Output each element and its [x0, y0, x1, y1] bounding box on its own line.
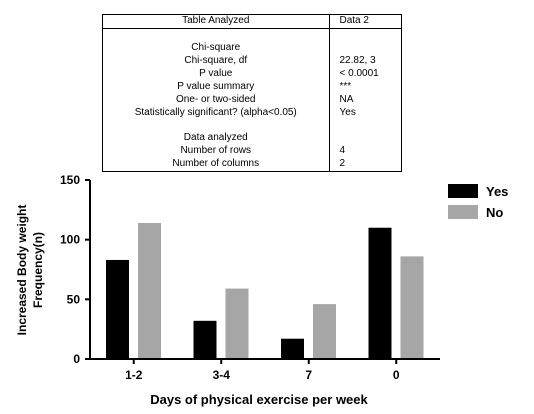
x-axis-label: Days of physical exercise per week — [150, 392, 368, 407]
x-tick-label: 1-2 — [125, 368, 143, 382]
table-cell-label: P value summary — [102, 80, 330, 94]
y-tick-label: 50 — [67, 292, 81, 306]
legend-label-no: No — [486, 205, 503, 220]
bar-yes-3-4 — [193, 320, 217, 359]
bar-yes-0 — [368, 227, 392, 359]
y-tick-label: 150 — [60, 173, 80, 187]
x-tick-label: 0 — [393, 368, 400, 382]
table-cell-value: *** — [328, 80, 402, 94]
table-row: Statistically significant? (alpha<0.05) Y… — [102, 106, 402, 120]
table-row — [102, 119, 402, 133]
table-cell-label: Number of columns — [102, 157, 330, 172]
table-row: P value < 0.0001 — [102, 67, 402, 81]
legend-swatch-yes — [448, 184, 478, 198]
table-cell-value — [328, 28, 402, 42]
table-cell-label: P value — [102, 67, 330, 81]
y-axis-label-line-2: Frequency(n) — [31, 232, 45, 308]
table-cell-value — [328, 41, 402, 55]
table-row — [102, 28, 402, 42]
table-row: Chi-square, df 22.82, 3 — [102, 54, 402, 68]
table-row: Number of columns 2 — [102, 157, 402, 172]
bar-no-1-2 — [138, 222, 161, 359]
table-cell-label — [102, 119, 330, 133]
table-cell-value: Data 2 — [328, 14, 402, 29]
table-cell-value — [328, 132, 402, 145]
table-cell-value: NA — [328, 93, 402, 107]
table-row: One- or two-sided NA — [102, 93, 402, 107]
table-cell-value: Yes — [328, 106, 402, 120]
table-cell-value — [328, 119, 402, 133]
table-row: Number of rows 4 — [102, 144, 402, 158]
legend-label-yes: Yes — [486, 184, 508, 199]
table-cell-value: 2 — [328, 157, 402, 172]
table-cell-value: < 0.0001 — [328, 67, 402, 81]
table-row: Data analyzed — [102, 132, 402, 145]
table-cell-label: Chi-square, df — [102, 54, 330, 68]
x-tick-label: 3-4 — [213, 368, 231, 382]
table-cell-value: 4 — [328, 144, 402, 158]
bar-no-7 — [313, 304, 336, 359]
bar-yes-1-2 — [106, 259, 129, 359]
y-tick-label: 0 — [73, 352, 80, 366]
legend-swatch-no — [448, 205, 478, 219]
table-cell-label: Statistically significant? (alpha<0.05) — [102, 106, 330, 120]
bar-no-3-4 — [225, 288, 249, 359]
legend: Yes No — [448, 184, 508, 220]
y-tick-label: 100 — [60, 233, 80, 247]
table-cell-label: Chi-square — [102, 41, 330, 55]
table-cell-label: Number of rows — [102, 144, 330, 158]
table-cell-label: Data analyzed — [102, 132, 330, 145]
bar-no-0 — [400, 256, 424, 359]
bar-yes-7 — [281, 338, 304, 359]
table-row: Chi-square — [102, 41, 402, 55]
table-row: P value summary *** — [102, 80, 402, 94]
table-cell-label — [102, 28, 330, 42]
table-cell-value: 22.82, 3 — [328, 54, 402, 68]
table-cell-label: One- or two-sided — [102, 93, 330, 107]
table-cell-label: Table Analyzed — [102, 14, 330, 29]
table-row: Table Analyzed Data 2 — [102, 14, 402, 29]
statistics-table: Table Analyzed Data 2 Chi-square Chi-square… — [102, 14, 402, 172]
x-tick-label: 7 — [305, 368, 312, 382]
y-axis-label-line-1: Increased Body weight — [15, 205, 29, 336]
